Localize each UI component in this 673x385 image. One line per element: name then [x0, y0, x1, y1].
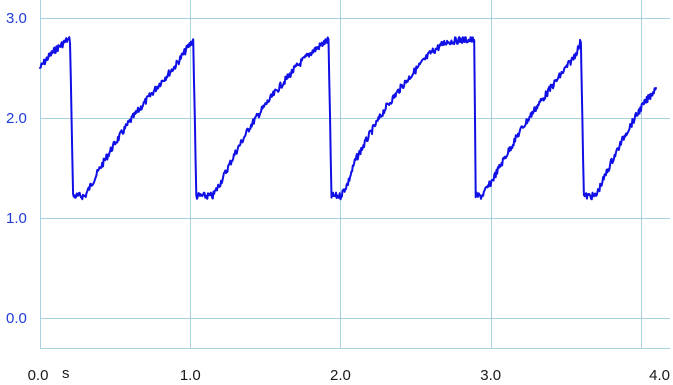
x-tick-label: 4.0	[649, 367, 670, 384]
x-unit-label: s	[62, 365, 70, 382]
x-tick-label: 1.0	[180, 367, 201, 384]
y-tick-labels: 0.0 1.0 2.0 3.0	[6, 10, 27, 327]
y-tick-label: 1.0	[6, 210, 27, 227]
series-line	[39, 36, 657, 201]
trace-layer	[39, 36, 657, 201]
y-tick-label: 3.0	[6, 10, 27, 27]
x-tick-labels: 0.0 1.0 2.0 3.0 4.0	[28, 367, 670, 384]
x-tick-label: 0.0	[28, 367, 49, 384]
y-tick-label: 2.0	[6, 110, 27, 127]
grid	[40, 0, 670, 349]
x-tick-label: 3.0	[480, 367, 501, 384]
y-tick-label: 0.0	[6, 310, 27, 327]
x-tick-label: 2.0	[330, 367, 351, 384]
